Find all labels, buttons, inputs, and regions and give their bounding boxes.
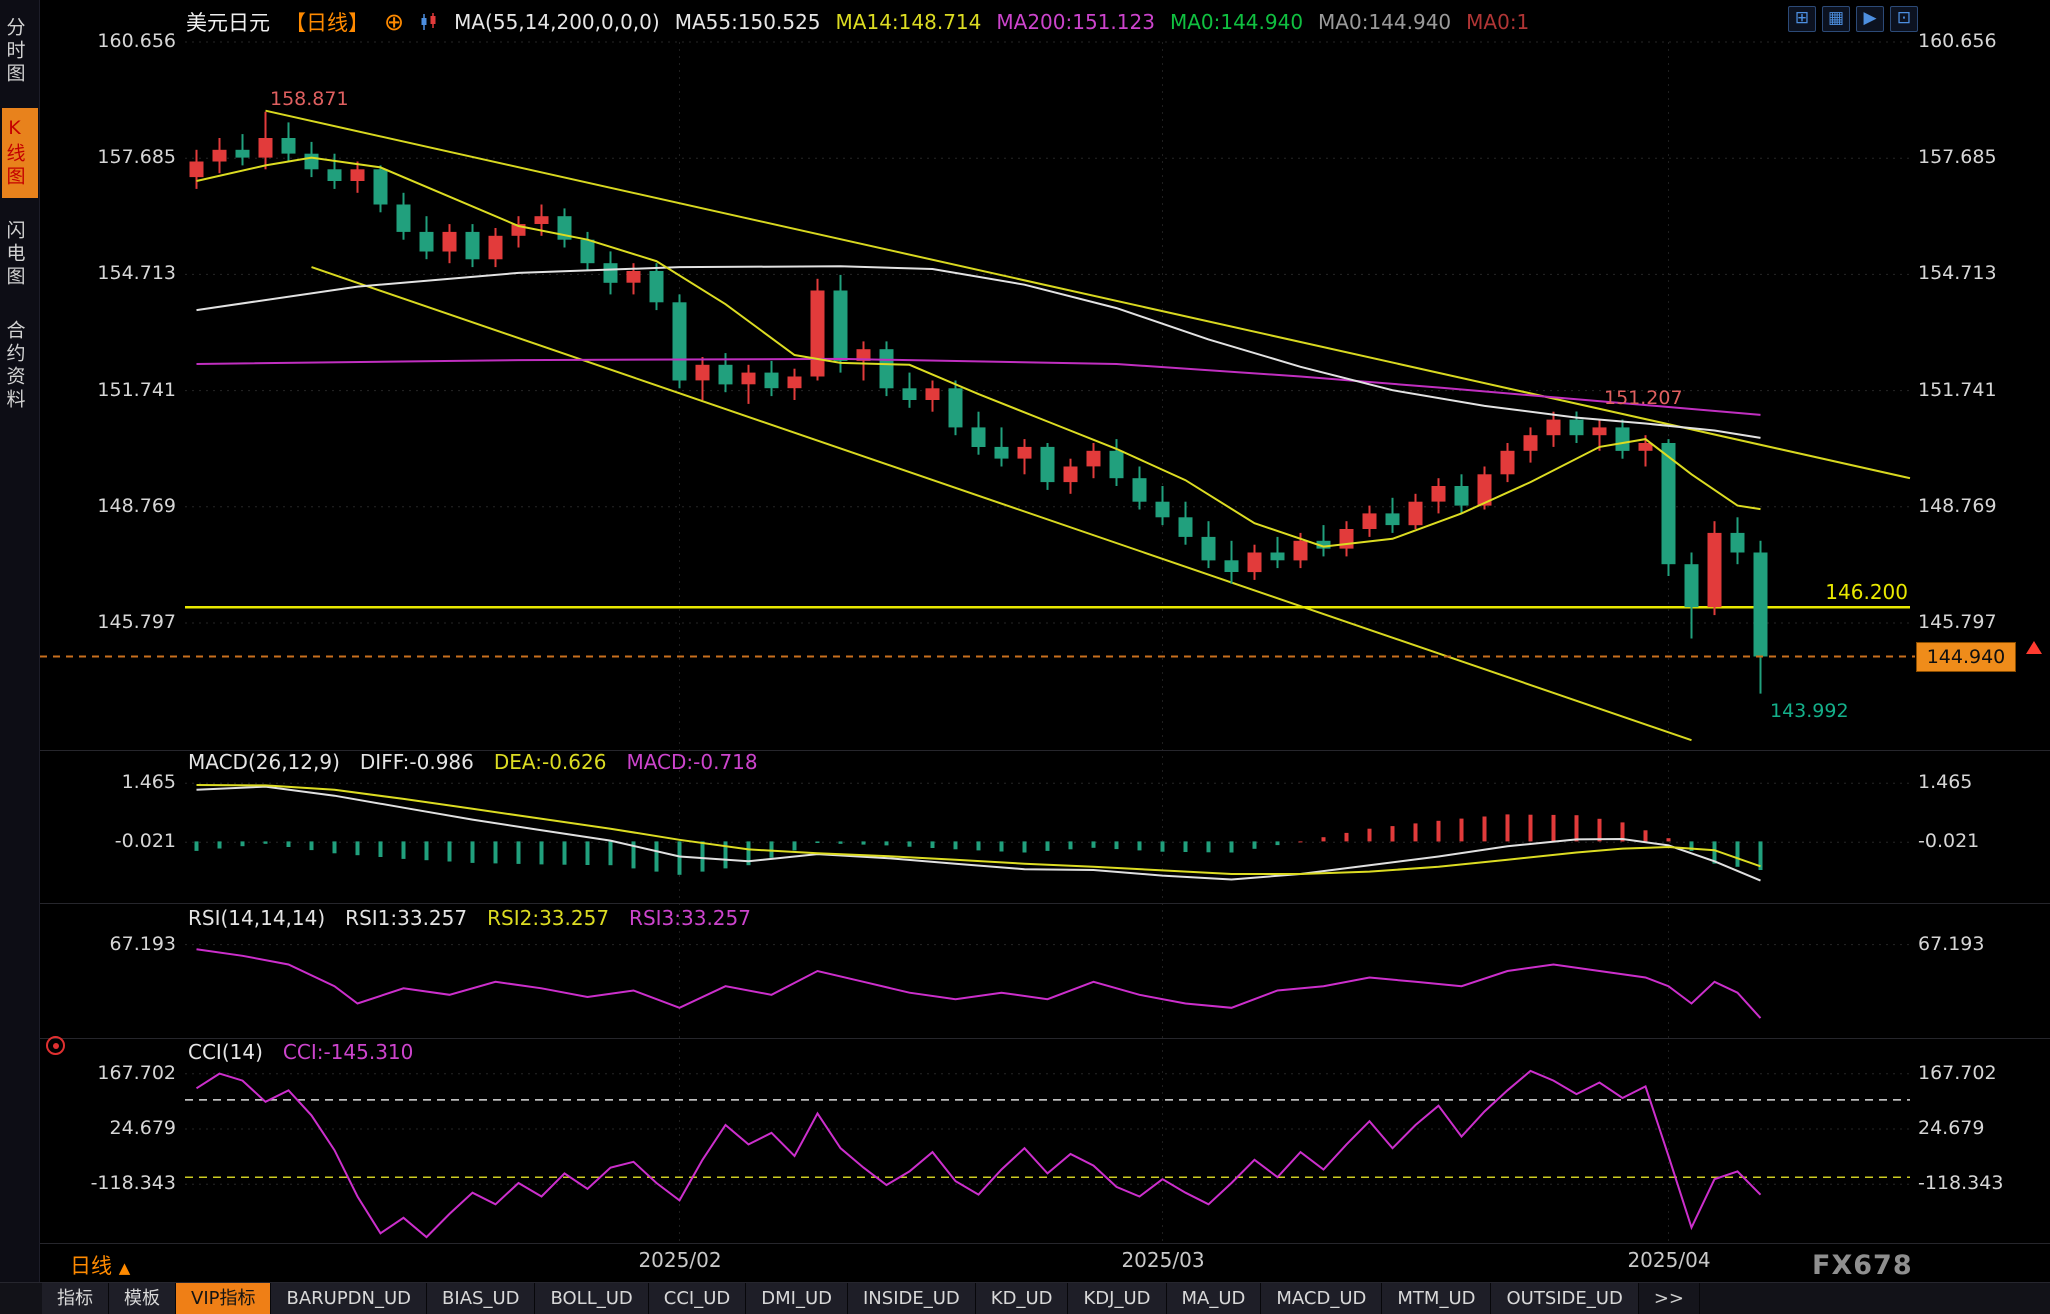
chart-play-icon[interactable]: ▶	[1856, 6, 1884, 32]
sidebar-tab-timeshare[interactable]: 分时图	[3, 17, 26, 86]
price-axis-label: 157.685	[1918, 146, 1997, 168]
sidebar-tab-kline[interactable]: K线图	[1, 108, 38, 198]
date-axis-label: 2025/04	[1627, 1248, 1711, 1272]
bottom-tab[interactable]: INSIDE_UD	[848, 1283, 976, 1314]
price-up-arrow-icon	[2026, 641, 2042, 654]
price-axis-label: 148.769	[97, 495, 176, 517]
price-axis-label: 160.656	[97, 30, 176, 52]
symbol-name: 美元日元	[186, 11, 270, 35]
macd-value: MACD:-0.718	[626, 750, 758, 774]
price-axis-label: 151.741	[1918, 379, 1997, 401]
indicator-marker-icon[interactable]	[46, 1036, 65, 1055]
price-axis-label: 154.713	[97, 262, 176, 284]
price-axis-label: -118.343	[90, 1172, 176, 1194]
bottom-tab[interactable]: 模板	[109, 1283, 176, 1314]
price-axis-label: 160.656	[1918, 30, 1997, 52]
add-indicator-icon[interactable]: ⊕	[384, 8, 405, 36]
bottom-tab[interactable]: 指标	[42, 1283, 109, 1314]
date-axis-label: 2025/02	[638, 1248, 722, 1272]
macd-diff-value: DIFF:-0.986	[359, 750, 474, 774]
macd-panel	[194, 784, 1763, 882]
brand-watermark: FX678	[1812, 1250, 1913, 1281]
price-axis-label: 24.679	[1918, 1117, 1985, 1139]
price-axis-label: 154.713	[1918, 262, 1997, 284]
bottom-tab[interactable]: BOLL_UD	[535, 1283, 649, 1314]
ma-legend-item: MA(55,14,200,0,0,0)	[454, 10, 660, 34]
rsi2-value: RSI2:33.257	[487, 906, 610, 930]
bottom-tab[interactable]: MA_UD	[1166, 1283, 1262, 1314]
price-annotation: 143.992	[1770, 700, 1849, 722]
price-axis-label: 151.741	[97, 379, 176, 401]
layout-toolbar: ⊞ ▦ ▶ ⊡	[1788, 6, 1918, 32]
price-annotation: 158.871	[270, 88, 349, 110]
price-axis-label: 157.685	[97, 146, 176, 168]
price-axis-label: 145.797	[97, 611, 176, 633]
ma-legend-item: MA0:144.940	[1169, 10, 1304, 34]
price-axis-label: 1.465	[121, 771, 176, 793]
bottom-tab[interactable]: MACD_UD	[1261, 1283, 1383, 1314]
price-axis-label: 148.769	[1918, 495, 1997, 517]
sidebar-tab-contract-info[interactable]: 合约资料	[3, 320, 26, 412]
price-axis-label: 67.193	[109, 933, 176, 955]
hline-price-label: 146.200	[1825, 580, 1908, 604]
ma-legend-item: MA200:151.123	[996, 10, 1155, 34]
price-axis-label: -118.343	[1918, 1172, 2004, 1194]
candlestick-icon	[419, 13, 439, 31]
price-axis-label: 1.465	[1918, 771, 1973, 793]
left-sidebar: 分时图 K线图闪电图合约资料	[0, 0, 40, 1282]
price-axis-label: 167.702	[1918, 1062, 1997, 1084]
bottom-tab[interactable]: MTM_UD	[1382, 1283, 1492, 1314]
cci-panel	[185, 1069, 1910, 1239]
price-axis-label: -0.021	[114, 830, 176, 852]
macd-dea-value: DEA:-0.626	[493, 750, 607, 774]
ma-legend-item: MA14:148.714	[835, 10, 982, 34]
price-axis-label: 167.702	[97, 1062, 176, 1084]
price-axis-label: -0.021	[1918, 830, 1980, 852]
chevron-up-icon: ▲	[118, 1259, 131, 1277]
price-axis-label: 145.797	[1918, 611, 1997, 633]
macd-title: MACD(26,12,9)	[188, 750, 340, 774]
rsi-panel	[196, 948, 1762, 1019]
bottom-tab[interactable]: CCI_UD	[648, 1283, 747, 1314]
layout-window-icon[interactable]: ⊡	[1890, 6, 1918, 32]
bottom-tab[interactable]: VIP指标	[176, 1283, 272, 1314]
layout-multi-icon[interactable]: ▦	[1822, 6, 1850, 32]
bottom-tab-bar: 指标 模板 VIP指标 BARUPDN_UD BIAS_UD BOLL_UD CCI_UD D…	[0, 1282, 2050, 1314]
ma-legend-item: MA55:150.525	[674, 10, 821, 34]
layout-grid-icon[interactable]: ⊞	[1788, 6, 1816, 32]
ma-legend-item: MA0:1	[1466, 10, 1530, 34]
macd-legend: MACD(26,12,9) DIFF:-0.986 DEA:-0.626 MAC…	[188, 750, 758, 774]
bottom-tab[interactable]: OUTSIDE_UD	[1491, 1283, 1639, 1314]
ma-legend-item: MA0:144.940	[1318, 10, 1452, 34]
chart-header: 美元日元 【日线】 ⊕ MA(55,14,200,0,0,0) MA55:150.…	[186, 4, 1529, 40]
rsi-legend: RSI(14,14,14) RSI1:33.257 RSI2:33.257 RS…	[188, 906, 751, 930]
bottom-tab[interactable]: KDJ_UD	[1068, 1283, 1167, 1314]
cci-value: CCI:-145.310	[282, 1040, 414, 1064]
moving-averages	[196, 156, 1761, 548]
price-annotation: 151.207	[1604, 387, 1683, 409]
bottom-tab[interactable]: DMI_UD	[746, 1283, 848, 1314]
bottom-tab[interactable]: BARUPDN_UD	[271, 1283, 428, 1314]
bottom-tab[interactable]: BIAS_UD	[427, 1283, 536, 1314]
ma-legend: MA(55,14,200,0,0,0) MA55:150.525 MA14:148.…	[454, 10, 1529, 34]
tabs-overflow-button[interactable]: >>	[1638, 1283, 1700, 1314]
price-axis-label: 24.679	[109, 1117, 176, 1139]
cci-title: CCI(14)	[188, 1040, 263, 1064]
cci-legend: CCI(14) CCI:-145.310	[188, 1040, 413, 1064]
bottom-tab[interactable]: KD_UD	[975, 1283, 1069, 1314]
current-price-box: 144.940	[1916, 642, 2016, 672]
timeframe-selector[interactable]: 【日线】	[285, 11, 369, 35]
price-axis-label: 67.193	[1918, 933, 1985, 955]
sidebar-tab-lightning[interactable]: 闪电图	[3, 220, 26, 289]
candles	[189, 111, 1768, 694]
date-axis-label: 2025/03	[1121, 1248, 1205, 1272]
rsi3-value: RSI3:33.257	[629, 906, 751, 930]
rsi-title: RSI(14,14,14)	[188, 906, 326, 930]
timeframe-dropdown[interactable]: 日线 ▲	[70, 1254, 131, 1278]
rsi1-value: RSI1:33.257	[345, 906, 468, 930]
trendlines	[185, 109, 1911, 742]
